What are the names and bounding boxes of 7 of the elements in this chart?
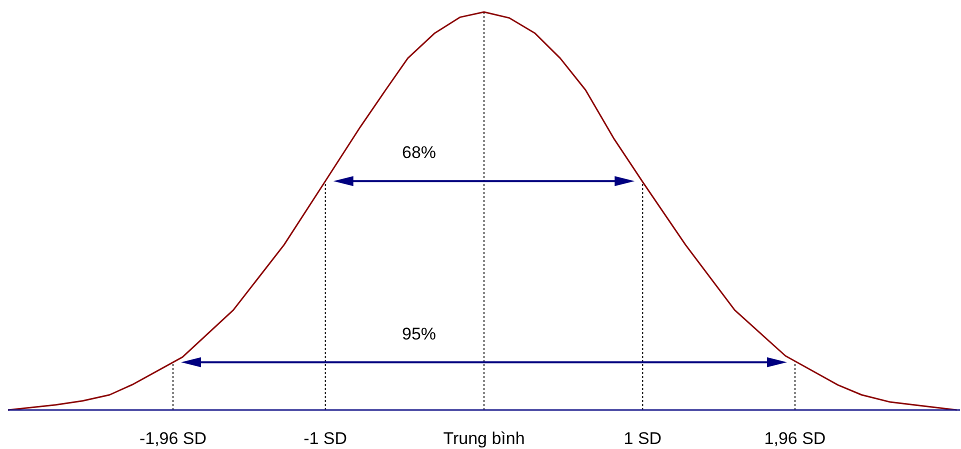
- annotation: 68%: [402, 143, 436, 162]
- x-tick-label: -1,96 SD: [139, 429, 207, 448]
- x-tick-label: 1 SD: [624, 429, 662, 448]
- annotation: 95%: [402, 324, 436, 344]
- x-tick-label: -1 SD: [304, 429, 348, 448]
- x-tick-label: 1,96 SD: [764, 429, 826, 448]
- x-tick-label: Trung bình: [443, 429, 525, 448]
